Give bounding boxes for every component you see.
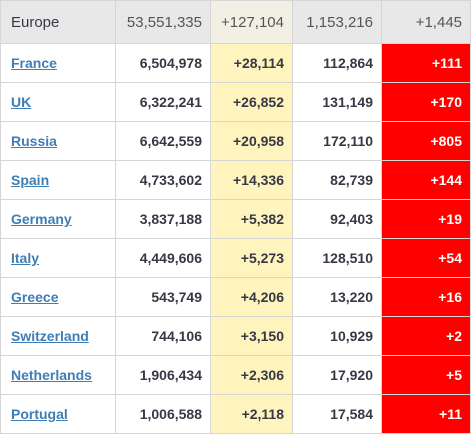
- value-cell: 82,739: [292, 160, 382, 200]
- value-cell: 3,837,188: [115, 199, 211, 239]
- value-cell: +19: [381, 199, 471, 239]
- value-cell: +26,852: [210, 82, 293, 122]
- value-cell: 6,504,978: [115, 43, 211, 83]
- header-cell: 1,153,216: [292, 0, 382, 44]
- country-link[interactable]: Italy: [11, 250, 40, 266]
- value-cell: +170: [381, 82, 471, 122]
- country-row: Portugal 1,006,588 +2,118 17,584 +11: [0, 394, 471, 434]
- header-cell: 53,551,335: [115, 0, 211, 44]
- country-cell: UK: [0, 82, 116, 122]
- country-cell: Russia: [0, 121, 116, 161]
- value-cell: +54: [381, 238, 471, 278]
- header-row: Europe 53,551,335 +127,104 1,153,216 +1,445: [0, 0, 471, 44]
- country-row: Italy 4,449,606 +5,273 128,510 +54: [0, 238, 471, 278]
- value-cell: +144: [381, 160, 471, 200]
- value-cell: 6,642,559: [115, 121, 211, 161]
- value-cell: 744,106: [115, 316, 211, 356]
- country-row: Spain 4,733,602 +14,336 82,739 +144: [0, 160, 471, 200]
- country-row: UK 6,322,241 +26,852 131,149 +170: [0, 82, 471, 122]
- value-cell: +16: [381, 277, 471, 317]
- country-link[interactable]: UK: [11, 94, 32, 110]
- country-cell: Germany: [0, 199, 116, 239]
- value-cell: +3,150: [210, 316, 293, 356]
- value-cell: 4,733,602: [115, 160, 211, 200]
- value-cell: 543,749: [115, 277, 211, 317]
- header-cell: +1,445: [381, 0, 471, 44]
- country-row: Russia 6,642,559 +20,958 172,110 +805: [0, 121, 471, 161]
- header-cell: Europe: [0, 0, 116, 44]
- value-cell: +5,382: [210, 199, 293, 239]
- country-link[interactable]: Russia: [11, 133, 57, 149]
- value-cell: 92,403: [292, 199, 382, 239]
- value-cell: 112,864: [292, 43, 382, 83]
- value-cell: 1,906,434: [115, 355, 211, 395]
- country-cell: Greece: [0, 277, 116, 317]
- value-cell: +20,958: [210, 121, 293, 161]
- country-link[interactable]: Germany: [11, 211, 72, 227]
- country-row: Greece 543,749 +4,206 13,220 +16: [0, 277, 471, 317]
- value-cell: +14,336: [210, 160, 293, 200]
- country-link[interactable]: Greece: [11, 289, 59, 305]
- value-cell: 172,110: [292, 121, 382, 161]
- country-link[interactable]: Switzerland: [11, 328, 89, 344]
- country-link[interactable]: Spain: [11, 172, 50, 188]
- country-cell: Netherlands: [0, 355, 116, 395]
- value-cell: 17,920: [292, 355, 382, 395]
- header-cell: +127,104: [210, 0, 293, 44]
- country-row: Switzerland 744,106 +3,150 10,929 +2: [0, 316, 471, 356]
- value-cell: +28,114: [210, 43, 293, 83]
- value-cell: 6,322,241: [115, 82, 211, 122]
- value-cell: 131,149: [292, 82, 382, 122]
- value-cell: +2,118: [210, 394, 293, 434]
- country-row: Germany 3,837,188 +5,382 92,403 +19: [0, 199, 471, 239]
- value-cell: +2,306: [210, 355, 293, 395]
- value-cell: 128,510: [292, 238, 382, 278]
- value-cell: 1,006,588: [115, 394, 211, 434]
- country-cell: Switzerland: [0, 316, 116, 356]
- country-row: France 6,504,978 +28,114 112,864 +111: [0, 43, 471, 83]
- country-cell: Portugal: [0, 394, 116, 434]
- value-cell: +11: [381, 394, 471, 434]
- value-cell: 4,449,606: [115, 238, 211, 278]
- value-cell: +5: [381, 355, 471, 395]
- country-cell: France: [0, 43, 116, 83]
- country-link[interactable]: Portugal: [11, 406, 68, 422]
- value-cell: +805: [381, 121, 471, 161]
- country-link[interactable]: France: [11, 55, 57, 71]
- value-cell: +111: [381, 43, 471, 83]
- value-cell: +5,273: [210, 238, 293, 278]
- value-cell: 10,929: [292, 316, 382, 356]
- value-cell: 13,220: [292, 277, 382, 317]
- country-cell: Spain: [0, 160, 116, 200]
- country-row: Netherlands 1,906,434 +2,306 17,920 +5: [0, 355, 471, 395]
- country-cell: Italy: [0, 238, 116, 278]
- country-link[interactable]: Netherlands: [11, 367, 92, 383]
- value-cell: +2: [381, 316, 471, 356]
- value-cell: 17,584: [292, 394, 382, 434]
- value-cell: +4,206: [210, 277, 293, 317]
